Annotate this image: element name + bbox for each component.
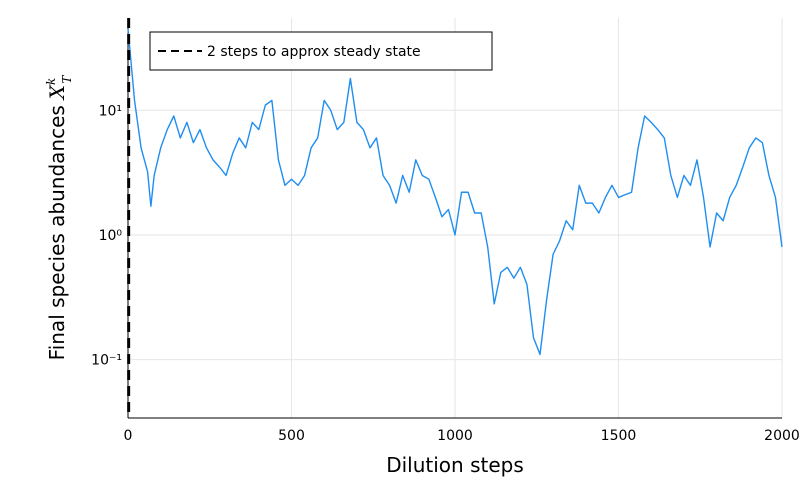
legend-box — [149, 31, 493, 71]
y-label-var: X — [45, 84, 69, 101]
y-axis-label: Final species abundances Xk T — [44, 75, 74, 361]
y-tick-label: 10¹ — [99, 103, 122, 119]
legend-label: 2 steps to approx steady state — [207, 44, 421, 60]
y-tick-label: 10⁰ — [99, 228, 123, 244]
x-tick-label: 2000 — [764, 428, 800, 444]
y-tick-label: 10⁻¹ — [91, 353, 122, 369]
y-label-text: Final species abundances — [45, 105, 69, 360]
x-tick-label: 500 — [278, 428, 305, 444]
y-label-sup: k — [44, 78, 58, 85]
y-label-sub: T — [60, 75, 74, 84]
data-line — [127, 28, 783, 356]
x-axis-label: Dilution steps — [386, 453, 524, 477]
x-tick-label: 0 — [124, 428, 133, 444]
x-tick-label: 1000 — [437, 428, 473, 444]
x-tick-label: 1500 — [601, 428, 637, 444]
